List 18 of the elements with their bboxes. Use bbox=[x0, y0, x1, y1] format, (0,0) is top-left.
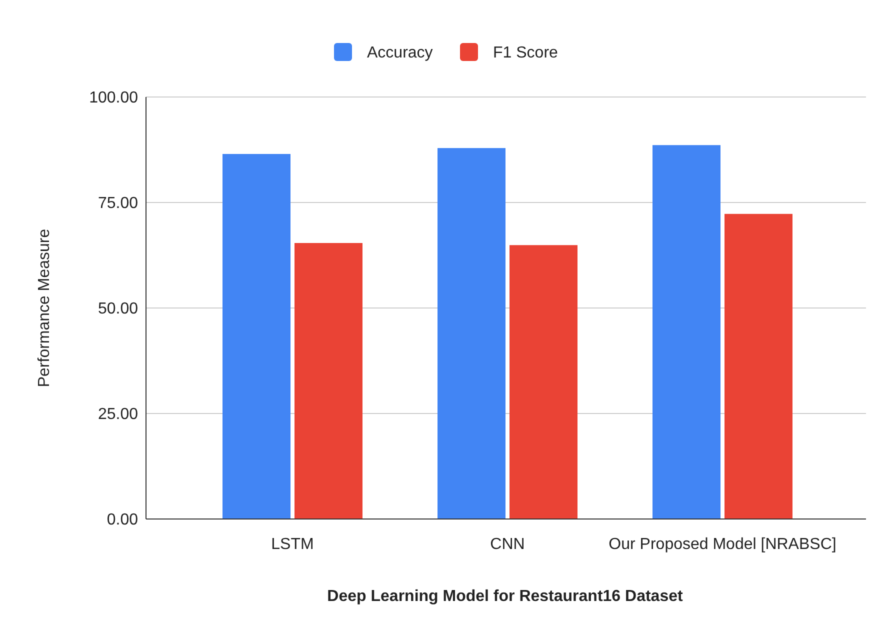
legend-label: Accuracy bbox=[367, 44, 433, 62]
x-axis-title: Deep Learning Model for Restaurant16 Dataset bbox=[327, 588, 684, 605]
bar bbox=[222, 154, 290, 519]
y-tick-label: 50.00 bbox=[98, 300, 138, 318]
bar bbox=[724, 214, 792, 519]
bar bbox=[438, 148, 506, 519]
x-tick-label: Our Proposed Model [NRABSC] bbox=[608, 536, 836, 553]
x-tick-label: CNN bbox=[490, 536, 525, 553]
y-tick-label: 75.00 bbox=[98, 195, 138, 212]
y-tick-label: 25.00 bbox=[98, 406, 138, 424]
bar bbox=[294, 243, 362, 519]
y-tick-label: 0.00 bbox=[106, 512, 138, 529]
y-tick-label: 100.00 bbox=[89, 90, 138, 107]
y-axis-title: Performance Measure bbox=[36, 228, 53, 388]
legend-label: F1 Score bbox=[493, 44, 558, 62]
bar bbox=[510, 245, 578, 519]
bar bbox=[652, 145, 720, 519]
x-tick-label: LSTM bbox=[271, 536, 314, 553]
